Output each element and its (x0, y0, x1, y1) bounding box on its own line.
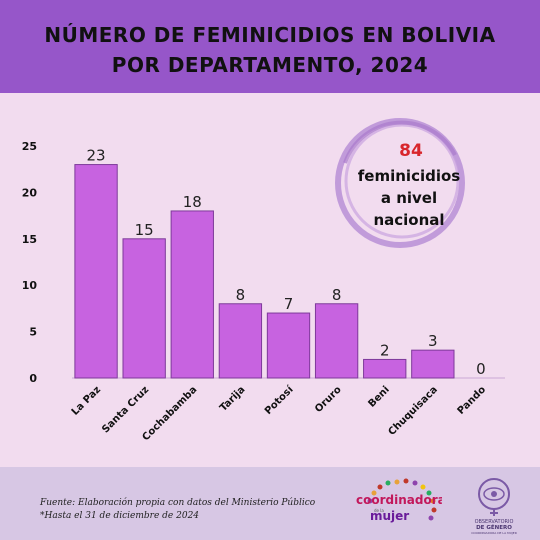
callout-number: 84 (399, 141, 423, 161)
callout-brush-stroke (343, 120, 457, 164)
bar (74, 164, 118, 379)
data-label: 2 (380, 341, 390, 359)
data-label: 23 (87, 147, 106, 165)
header-band (0, 0, 540, 93)
y-tick-label: 20 (22, 186, 38, 199)
national-callout: 84 feminicidios a nivel nacional (335, 118, 465, 248)
source-text: Fuente: Elaboración propia con datos del… (40, 498, 316, 508)
coordinadora-logo: coordinadora de la mujer (356, 478, 442, 523)
data-label: 3 (428, 332, 438, 350)
data-label: 8 (332, 286, 342, 304)
observatorio-text-3: COORDINADORA DE LA MUJER (471, 531, 517, 535)
logo-text-line-1: coordinadora (356, 493, 442, 507)
data-label: 7 (284, 295, 294, 313)
y-tick-label: 5 (29, 326, 37, 339)
x-tick-label: La Paz (70, 384, 104, 418)
callout-circle-inner (344, 123, 460, 239)
y-tick-label: 10 (22, 279, 38, 292)
y-tick-label: 25 (22, 140, 37, 153)
logo-dots-icon (367, 478, 437, 521)
source-note: Fuente: Elaboración propia con datos del… (40, 497, 315, 523)
y-tick-label: 15 (22, 233, 37, 246)
x-tick-label: Tarija (218, 384, 248, 414)
cutoff-note: *Hasta el 31 de diciembre de 2024 (40, 511, 200, 521)
x-tick-label: Potosí (262, 383, 296, 417)
callout-line-1: feminicidios (358, 167, 461, 185)
bars (74, 164, 455, 379)
data-label: 8 (236, 286, 246, 304)
data-label: 15 (135, 221, 154, 239)
footer-band (0, 467, 540, 540)
x-tick-label: Oruro (313, 384, 344, 415)
x-tick-label: Beni (366, 384, 391, 409)
y-axis: 0 5 10 15 20 25 (22, 140, 38, 385)
venus-eye-icon (478, 478, 510, 516)
bar (266, 312, 311, 379)
x-tick-label: Santa Cruz (100, 384, 151, 435)
logo-text-line-2: mujer (370, 509, 409, 523)
y-tick-label: 0 (29, 372, 37, 385)
title-line-1: NÚMERO DE FEMINICIDIOS EN BOLIVIA (44, 23, 496, 47)
bar (363, 358, 407, 379)
x-tick-label: Pando (456, 384, 489, 417)
logo-text-small: de la (374, 508, 384, 513)
page-title: NÚMERO DE FEMINICIDIOS EN BOLIVIA POR DE… (0, 20, 540, 80)
data-label: 18 (183, 193, 202, 211)
callout-line-2: a nivel (381, 189, 437, 207)
callout-line-3: nacional (373, 211, 444, 229)
observatorio-text-2: DE GÉNERO (476, 523, 512, 531)
bar (411, 349, 455, 379)
bar (314, 303, 359, 379)
x-tick-label: Chuquisaca (386, 384, 440, 438)
data-label: 0 (476, 360, 486, 378)
observatorio-logo: OBSERVATORIO DE GÉNERO COORDINADORA DE L… (471, 478, 517, 535)
bar (122, 238, 166, 379)
observatorio-text-1: OBSERVATORIO (475, 519, 514, 525)
bar (170, 210, 214, 379)
bar (218, 303, 263, 379)
title-line-2: POR DEPARTAMENTO, 2024 (111, 53, 429, 77)
